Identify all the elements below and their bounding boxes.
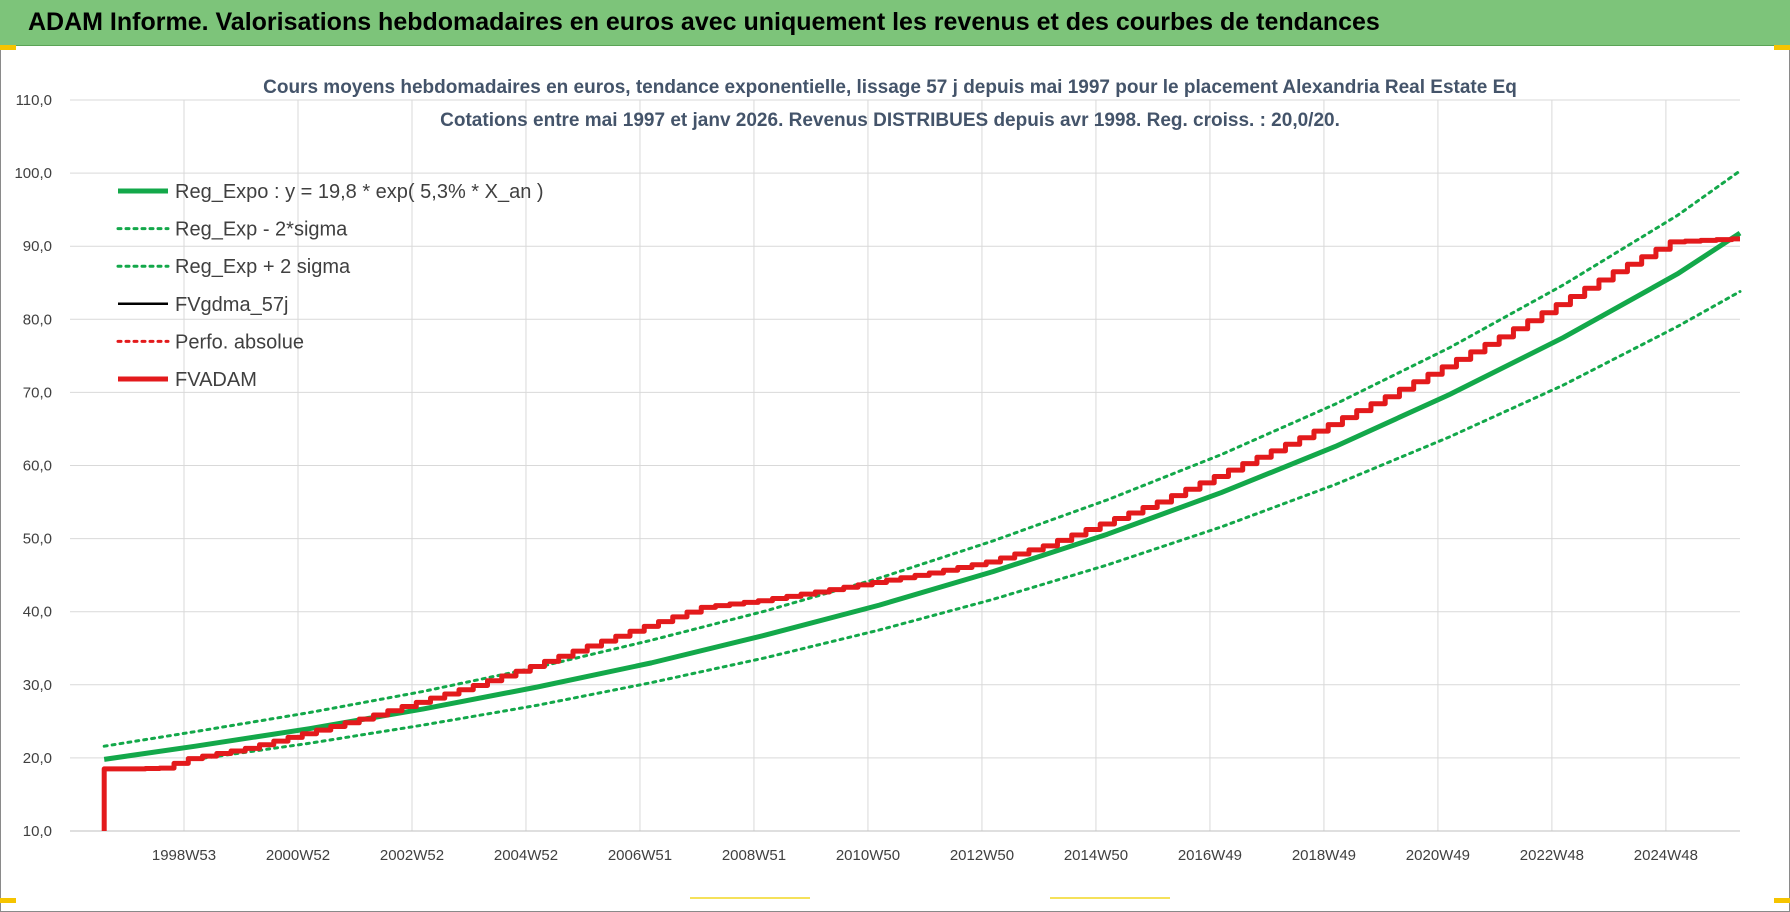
x-tick-label: 2002W52 [380,847,444,864]
series-line-2 [102,169,1742,748]
corner-mark [0,898,16,903]
x-tick-label: 2018W49 [1292,847,1356,864]
series-lines [101,169,1742,831]
x-tick-label: 2012W50 [950,847,1014,864]
y-axis-ticks: 10,0 20,0 30,0 40,0 50,0 60,0 70,0 80,0 90,0 100,… [14,92,52,840]
legend-label: Reg_Exp + 2 sigma [175,256,351,278]
y-tick-label: 30,0 [23,677,52,694]
legend-label: Reg_Exp - 2*sigma [175,219,348,241]
legend: Reg_Expo : y = 19,8 * exp( 5,3% * X_an )… [116,181,544,391]
legend-label: FVgdma_57j [175,294,288,316]
y-tick-label: 100,0 [14,165,52,182]
y-tick-label: 20,0 [23,750,52,767]
legend-label: Reg_Expo : y = 19,8 * exp( 5,3% * X_an ) [175,181,544,203]
chart-subtitle: Cotations entre mai 1997 et janv 2026. R… [440,110,1340,131]
x-tick-label: 2020W49 [1406,847,1470,864]
selection-mark [690,897,810,899]
series-line-0 [103,230,1742,762]
y-tick-label: 60,0 [23,458,52,475]
x-tick-label: 2000W52 [266,847,330,864]
series-line-1 [193,290,1742,761]
page-title: ADAM Informe. Valorisations hebdomadaire… [28,8,1380,36]
x-tick-label: 2022W48 [1520,847,1584,864]
y-tick-label: 40,0 [23,604,52,621]
corner-mark [1774,45,1790,50]
x-tick-label: 2008W51 [722,847,786,864]
header-banner: ADAM Informe. Valorisations hebdomadaire… [0,0,1790,46]
corner-mark [1774,898,1790,903]
legend-label: FVADAM [175,369,257,391]
corner-mark [0,45,16,50]
x-axis-ticks: 1998W53 2000W52 2002W52 2004W52 2006W51 2008W… [152,847,1698,864]
x-tick-label: 2016W49 [1178,847,1242,864]
selection-mark [1050,897,1170,899]
y-tick-label: 70,0 [23,384,52,401]
chart-title: Cours moyens hebdomadaires en euros, ten… [263,77,1517,98]
x-tick-label: 2024W48 [1634,847,1698,864]
x-tick-label: 2006W51 [608,847,672,864]
x-tick-label: 2004W52 [494,847,558,864]
x-tick-label: 1998W53 [152,847,216,864]
y-tick-label: 80,0 [23,311,52,328]
y-tick-label: 110,0 [16,92,52,109]
y-tick-label: 50,0 [23,531,52,548]
y-tick-label: 10,0 [23,823,52,840]
grid [70,99,1740,832]
x-tick-label: 2014W50 [1064,847,1128,864]
series-line-5 [101,236,1740,831]
y-tick-label: 90,0 [23,238,52,255]
legend-label: Perfo. absolue [175,331,304,353]
x-tick-label: 2010W50 [836,847,900,864]
